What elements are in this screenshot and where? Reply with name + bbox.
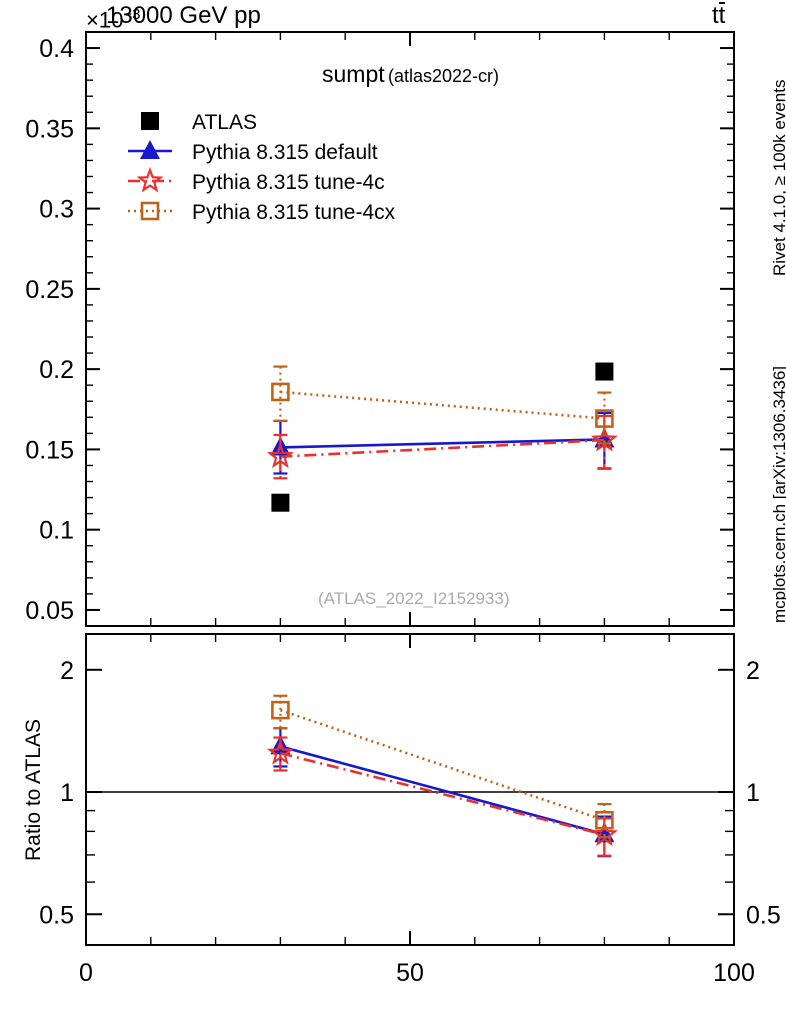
series-line [280, 438, 605, 458]
ratio-panel-frame [85, 633, 735, 946]
legend-label: Pythia 8.315 tune-4c [192, 171, 385, 194]
beam-label: 13000 GeV pp [106, 2, 261, 29]
process-label: tt [712, 2, 726, 29]
marker-main-0 [595, 362, 614, 381]
marker-main-2 [266, 442, 294, 469]
analysis-watermark: (ATLAS_2022_I2152933) [318, 589, 510, 608]
series-ratio-1 [266, 736, 618, 857]
legend: ATLAS Pythia 8.315 default Pythia 8.315 tu… [128, 111, 396, 224]
ratio-ytick-label-right: 0.5 [746, 901, 781, 929]
legend-label: ATLAS [192, 111, 257, 134]
series-main-3 [271, 365, 614, 445]
xtick-label: 0 [79, 959, 93, 987]
main-panel-data [266, 362, 618, 512]
marker-main-2 [590, 425, 618, 452]
plot-subtitle: (atlas2022-cr) [388, 66, 499, 86]
header-row: ×10−3 13000 GeV pp tt [0, 0, 786, 34]
legend-item-0[interactable]: ATLAS [141, 111, 257, 134]
marker-main-0 [271, 493, 290, 512]
main-panel: 0.05 0.1 0.15 0.2 0.25 0.3 0.35 0.4 sumpt (atla… [25, 31, 735, 627]
legend-marker [141, 112, 159, 130]
main-panel-ticks [85, 31, 735, 627]
main-ytick-label: 0.35 [25, 115, 74, 143]
x-axis-tick-labels: 0 50 100 [79, 959, 755, 987]
ratio-ytick-label-right: 1 [746, 779, 760, 807]
main-ytick-label: 0.25 [25, 276, 74, 304]
marker-ratio-2 [595, 810, 614, 830]
ratio-panel-ticks [85, 634, 735, 945]
legend-item-2[interactable]: Pythia 8.315 tune-4c [128, 166, 385, 194]
ratio-ytick-label: 2 [60, 657, 74, 685]
xtick-label: 50 [396, 959, 424, 987]
marker-ratio-2 [271, 700, 290, 720]
ratio-axis-title: Ratio to ATLAS [22, 719, 45, 861]
series-main-0 [271, 362, 614, 512]
marker-ratio-1 [266, 739, 294, 765]
legend-label: Pythia 8.315 tune-4cx [192, 201, 396, 224]
main-ytick-label: 0.1 [39, 517, 74, 545]
main-ytick-label: 0.4 [39, 35, 74, 63]
main-panel-frame [85, 31, 735, 627]
ratio-ytick-label-right: 2 [746, 657, 760, 685]
ratio-panel: 0.5 0.5 1 1 2 2 0 50 100 Ratio to ATLAS [22, 633, 781, 987]
ratio-ytick-label: 1 [60, 779, 74, 807]
main-ytick-label: 0.3 [39, 196, 74, 224]
legend-marker [140, 201, 160, 221]
series-line [280, 745, 605, 836]
xtick-label: 100 [713, 959, 755, 987]
ratio-ytick-label: 0.5 [39, 901, 74, 929]
plot-title: sumpt [322, 61, 385, 87]
marker-main-3 [595, 409, 614, 428]
series-line [280, 438, 605, 449]
marker-ratio-1 [590, 820, 618, 847]
legend-marker [136, 166, 164, 193]
ratio-panel-data [266, 694, 618, 858]
main-ytick-label: 0.15 [25, 436, 74, 464]
legend-marker [140, 140, 160, 159]
legend-label: Pythia 8.315 default [192, 141, 378, 164]
main-ytick-label: 0.2 [39, 356, 74, 384]
y-scale-factor: ×10−3 [86, 6, 141, 33]
series-ratio-2 [271, 694, 614, 839]
ratio-panel-ytick-labels: 0.5 0.5 1 1 2 2 [39, 657, 781, 929]
main-panel-ytick-labels: 0.05 0.1 0.15 0.2 0.25 0.3 0.35 0.4 [25, 35, 74, 625]
legend-item-1[interactable]: Pythia 8.315 default [128, 140, 378, 164]
marker-main-3 [271, 382, 290, 402]
series-line [280, 751, 605, 836]
series-line [280, 390, 605, 420]
legend-item-3[interactable]: Pythia 8.315 tune-4cx [128, 201, 396, 224]
main-ytick-label: 0.05 [25, 597, 74, 625]
